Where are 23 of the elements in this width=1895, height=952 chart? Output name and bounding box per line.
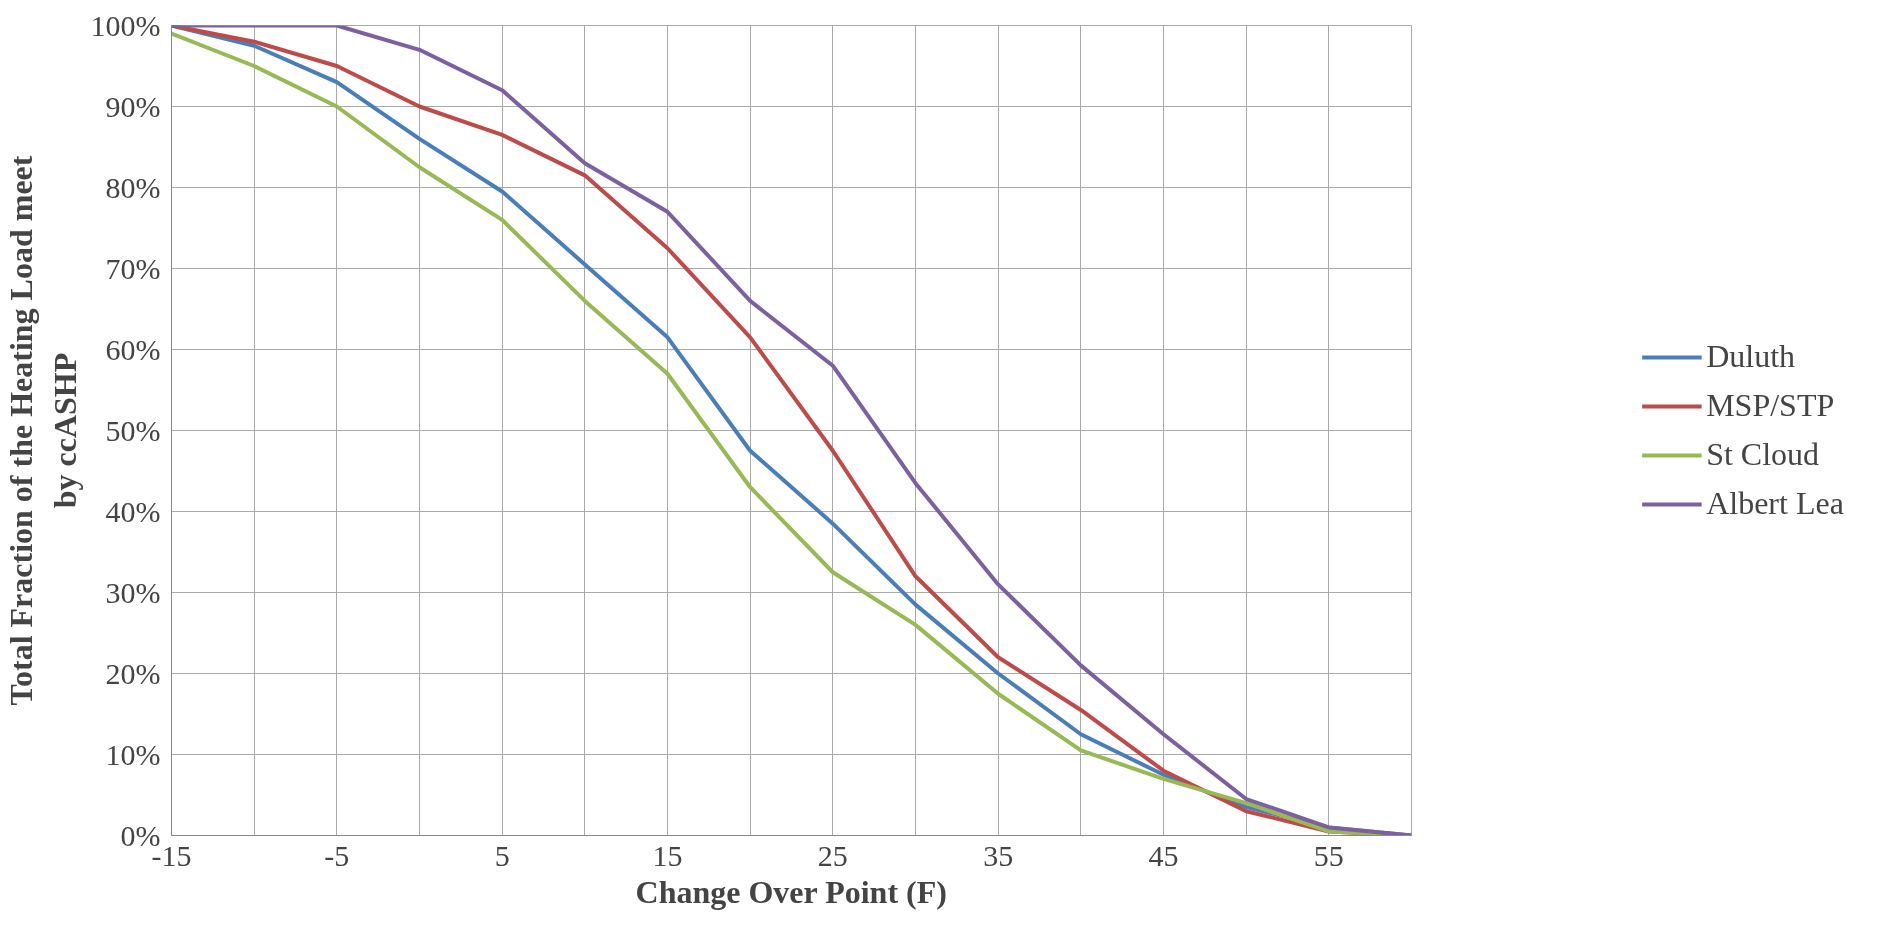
y-tick-label: 10%: [105, 738, 161, 771]
x-tick-label: 5: [494, 838, 510, 872]
x-tick-label: 55: [1313, 838, 1344, 872]
y-tick-label: 60%: [105, 333, 161, 366]
y-tick-label: 100%: [90, 9, 161, 42]
legend-label: St Cloud: [1706, 436, 1820, 473]
y-tick-label: 20%: [105, 657, 161, 690]
x-tick-label: 15: [652, 838, 683, 872]
x-tick-label: 35: [983, 838, 1014, 872]
y-axis-title: Total Fraction of the Heating Load meet by ccASHP: [3, 155, 83, 706]
x-tick-label: 25: [817, 838, 848, 872]
y-tick-label: 50%: [105, 414, 161, 447]
y-tick-label: 80%: [105, 171, 161, 204]
legend-label: Albert Lea: [1706, 485, 1844, 522]
y-tick-label: 40%: [105, 495, 161, 528]
x-axis-title: Change Over Point (F): [635, 873, 947, 910]
y-tick-label: 70%: [105, 252, 161, 285]
x-tick-label: -5: [324, 838, 350, 872]
y-tick-label: 30%: [105, 576, 161, 609]
x-tick-label: 45: [1148, 838, 1179, 872]
legend-label: Duluth: [1706, 338, 1796, 375]
y-tick-label: 90%: [105, 90, 161, 123]
legend-label: MSP/STP: [1706, 387, 1835, 424]
